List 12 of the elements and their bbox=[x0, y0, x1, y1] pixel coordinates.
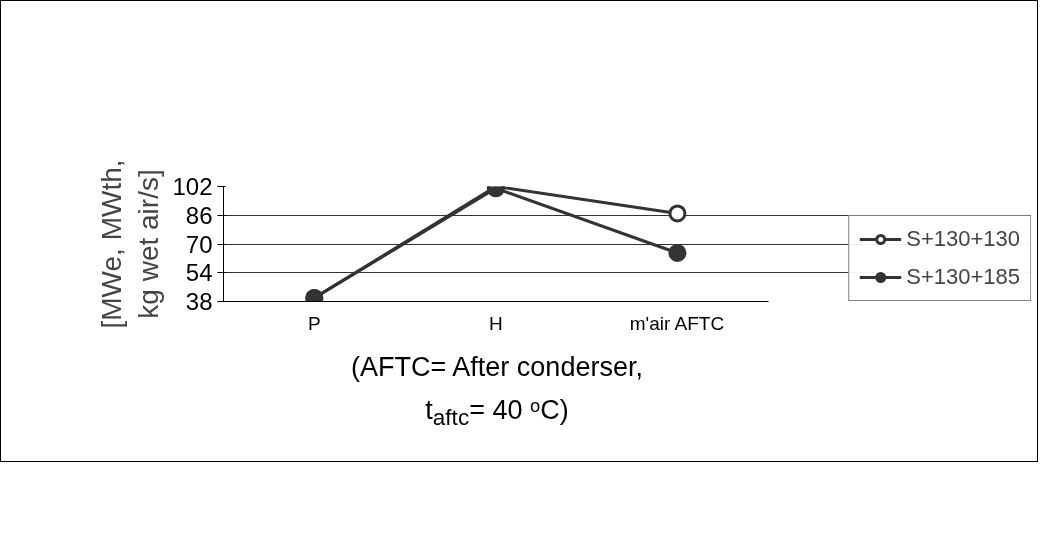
y-tick-label: 54 bbox=[185, 259, 213, 287]
legend-label: S+130+130 bbox=[906, 226, 1020, 252]
y-tick-label: 102 bbox=[172, 173, 213, 200]
x-tick-label: H bbox=[489, 312, 503, 334]
y-tick-label: 86 bbox=[185, 201, 213, 229]
x-tick-label: P bbox=[307, 312, 321, 334]
y-tick-label: 70 bbox=[185, 230, 213, 258]
x-tick-label: m'air AFTC bbox=[629, 312, 725, 334]
x-axis-title: (AFTC= After conderser, t$_{aftc}$= 40 ᵒC) bbox=[351, 351, 643, 433]
y-axis-title: [MWe, MWth, kg wet air/s] bbox=[96, 159, 165, 329]
y-tick-label: 38 bbox=[185, 288, 213, 315]
legend-label: S+130+185 bbox=[906, 264, 1020, 290]
